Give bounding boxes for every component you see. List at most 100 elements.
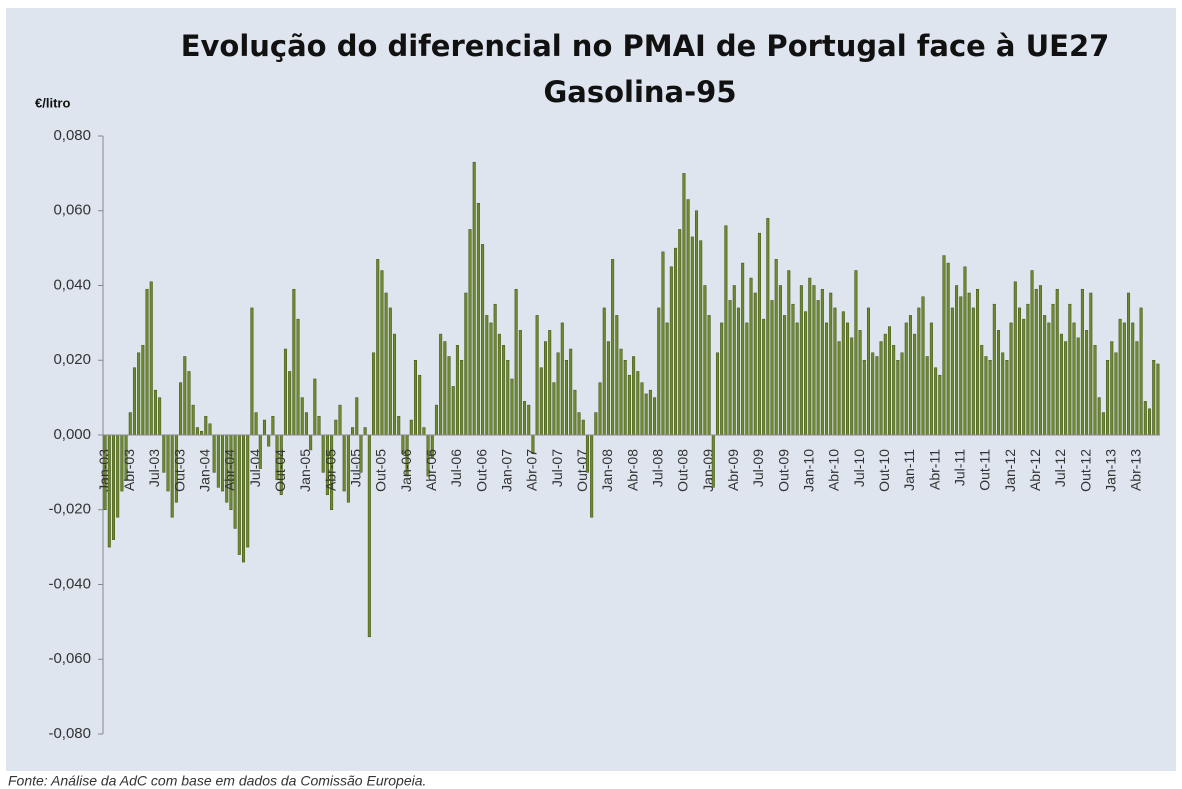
bar: [216, 434, 220, 488]
bar: [481, 244, 485, 436]
bar: [451, 386, 455, 436]
bar: [695, 210, 699, 436]
bar: [615, 315, 619, 436]
bar: [179, 382, 183, 436]
bar: [460, 360, 464, 436]
bar: [145, 288, 149, 436]
bar: [766, 217, 770, 436]
x-tick-label: Jan-10: [800, 449, 816, 492]
bar: [846, 322, 850, 436]
bar: [455, 345, 459, 436]
bar: [208, 423, 212, 436]
bar: [686, 199, 690, 436]
bar: [795, 322, 799, 436]
bar: [1101, 412, 1105, 436]
bar: [648, 389, 652, 436]
bar: [921, 296, 925, 436]
x-tick-label: Jul-09: [750, 449, 766, 487]
chart-title: Evolução do diferencial no PMAI de Portu…: [181, 29, 1110, 63]
bar: [262, 419, 266, 436]
bar: [858, 330, 862, 436]
x-tick-label: Abr-05: [322, 449, 338, 491]
bar: [837, 341, 841, 436]
bar: [728, 300, 732, 436]
bar: [338, 404, 342, 436]
bar: [569, 348, 573, 436]
bar: [644, 393, 648, 436]
bar: [497, 333, 501, 436]
y-tick-label: 0,080: [53, 127, 91, 144]
bar: [204, 416, 208, 436]
bar: [887, 326, 891, 436]
bar: [158, 397, 162, 436]
bar: [397, 416, 401, 436]
bar: [1047, 322, 1051, 436]
bar: [195, 427, 199, 436]
bar: [1106, 360, 1110, 436]
y-tick-label: 0,000: [53, 426, 91, 443]
bar: [661, 251, 665, 436]
bar: [808, 277, 812, 436]
x-tick-label: Abr-13: [1128, 449, 1144, 491]
bar: [573, 389, 577, 436]
bar: [271, 416, 275, 436]
x-tick-label: Jan-04: [196, 449, 212, 492]
x-tick-label: Jul-03: [146, 449, 162, 487]
bar: [732, 285, 736, 436]
source-note: Fonte: Análise da AdC com base em dados …: [8, 773, 426, 789]
bar: [132, 367, 136, 436]
bar: [539, 367, 543, 436]
bar: [636, 371, 640, 436]
x-tick-label: Jan-05: [297, 449, 313, 492]
bar: [753, 292, 757, 436]
bar: [443, 341, 447, 436]
bar: [552, 382, 556, 436]
bar: [292, 288, 296, 436]
x-tick-label: Out-04: [272, 449, 288, 492]
bar: [212, 434, 216, 473]
x-tick-label: Jan-06: [398, 449, 414, 492]
x-tick-label: Out-11: [977, 449, 993, 491]
bar: [896, 360, 900, 436]
bar: [883, 333, 887, 436]
bar: [850, 337, 854, 436]
x-tick-label: Abr-12: [1027, 449, 1043, 491]
bar: [657, 307, 661, 436]
bar: [518, 330, 522, 436]
bar: [493, 303, 497, 436]
y-tick-label: 0,040: [53, 276, 91, 293]
bar: [1064, 341, 1068, 436]
bar: [913, 333, 917, 436]
bar: [183, 356, 187, 436]
bar: [980, 345, 984, 436]
bar: [258, 434, 262, 469]
bar: [1017, 307, 1021, 436]
bar: [409, 419, 413, 436]
bar: [770, 300, 774, 436]
bar: [1034, 288, 1038, 436]
bar: [854, 270, 858, 436]
bar: [699, 240, 703, 436]
bar: [1110, 341, 1114, 436]
bar: [669, 266, 673, 436]
bar: [1118, 318, 1122, 436]
bar: [1152, 360, 1156, 436]
bar: [1001, 352, 1005, 436]
bar: [1055, 288, 1059, 436]
y-tick-label: -0,040: [48, 575, 91, 592]
bar: [946, 262, 950, 436]
bar: [128, 412, 132, 436]
bar: [757, 232, 761, 436]
bar: [720, 322, 724, 436]
bar: [153, 389, 157, 436]
bar: [476, 203, 480, 436]
bar: [871, 352, 875, 436]
bar: [510, 378, 514, 436]
bar: [116, 434, 120, 518]
bar: [556, 352, 560, 436]
bar: [1093, 345, 1097, 436]
x-tick-label: Out-08: [675, 449, 691, 492]
bar: [137, 352, 141, 436]
bar: [418, 374, 422, 436]
